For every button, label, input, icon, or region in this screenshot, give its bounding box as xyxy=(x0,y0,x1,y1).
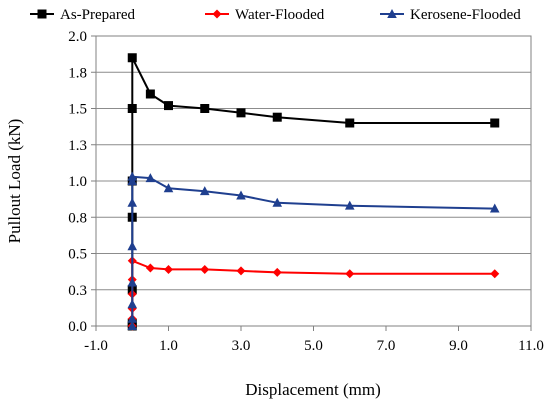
data-point xyxy=(236,108,246,118)
data-point xyxy=(163,183,174,193)
data-point xyxy=(127,241,138,251)
data-point xyxy=(164,264,173,274)
data-point xyxy=(164,101,173,111)
data-point xyxy=(127,104,137,113)
x-tick-label: 3.0 xyxy=(232,338,251,354)
grid-lines xyxy=(96,71,531,291)
data-point xyxy=(127,53,137,63)
data-point xyxy=(490,269,500,279)
x-tick-label: -1.0 xyxy=(84,338,108,354)
x-tick-label: 7.0 xyxy=(377,338,396,354)
data-point xyxy=(236,266,246,276)
x-tick-label: 9.0 xyxy=(449,338,468,354)
data-point xyxy=(200,264,210,274)
y-tick-label: 0.5 xyxy=(68,247,87,263)
data-point xyxy=(127,171,138,181)
x-axis-title: Displacement (mm) xyxy=(245,380,381,399)
data-point xyxy=(344,200,355,210)
y-tick-label: 1.3 xyxy=(68,138,87,154)
legend-swatch-marker xyxy=(212,9,222,19)
data-point xyxy=(145,89,155,99)
data-point xyxy=(127,321,138,330)
x-tick-label: 1.0 xyxy=(159,338,178,354)
legend: As-Prepared Water-Flooded Kerosene-Flooded xyxy=(30,7,521,23)
data-point xyxy=(199,186,210,196)
data-point xyxy=(345,118,355,128)
legend-swatch-marker xyxy=(37,9,47,19)
data-point xyxy=(236,190,246,200)
series-2 xyxy=(127,171,500,330)
legend-label: Water-Flooded xyxy=(235,7,325,23)
data-point xyxy=(272,112,282,122)
y-tick-label: 0.0 xyxy=(68,319,87,335)
data-point xyxy=(127,277,138,287)
data-point xyxy=(489,203,500,213)
y-tick-label: 1.8 xyxy=(68,65,87,81)
legend-swatch-marker xyxy=(387,9,397,18)
data-point xyxy=(127,197,138,207)
data-point xyxy=(272,197,283,207)
legend-item: Kerosene-Flooded xyxy=(380,7,521,23)
data-point xyxy=(145,263,155,273)
data-point xyxy=(145,173,156,183)
legend-item: As-Prepared xyxy=(30,7,135,23)
data-point xyxy=(272,267,282,277)
legend-item: Water-Flooded xyxy=(205,7,325,23)
y-tick-label: 2.0 xyxy=(68,29,87,45)
data-point xyxy=(127,313,138,323)
y-tick-label: 1.0 xyxy=(68,174,87,190)
x-tick-label: 11.0 xyxy=(518,338,544,354)
data-point xyxy=(345,269,355,279)
data-point xyxy=(490,118,500,128)
data-point xyxy=(127,299,138,309)
axes: 0.0 0.3 0.5 0.8 1.0 1.3 1.5 1.8 2.0 -1.0 1.0 3.0 5.0… xyxy=(68,29,544,354)
y-tick-label: 1.5 xyxy=(68,102,87,118)
y-tick-label: 0.3 xyxy=(68,283,87,299)
data-point xyxy=(200,104,210,113)
legend-label: Kerosene-Flooded xyxy=(410,7,521,23)
x-tick-label: 5.0 xyxy=(304,338,323,354)
legend-label: As-Prepared xyxy=(60,7,135,23)
series-layer xyxy=(127,53,500,331)
y-tick-label: 0.8 xyxy=(68,210,87,226)
y-axis-title: Pullout Load (kN) xyxy=(5,119,24,244)
